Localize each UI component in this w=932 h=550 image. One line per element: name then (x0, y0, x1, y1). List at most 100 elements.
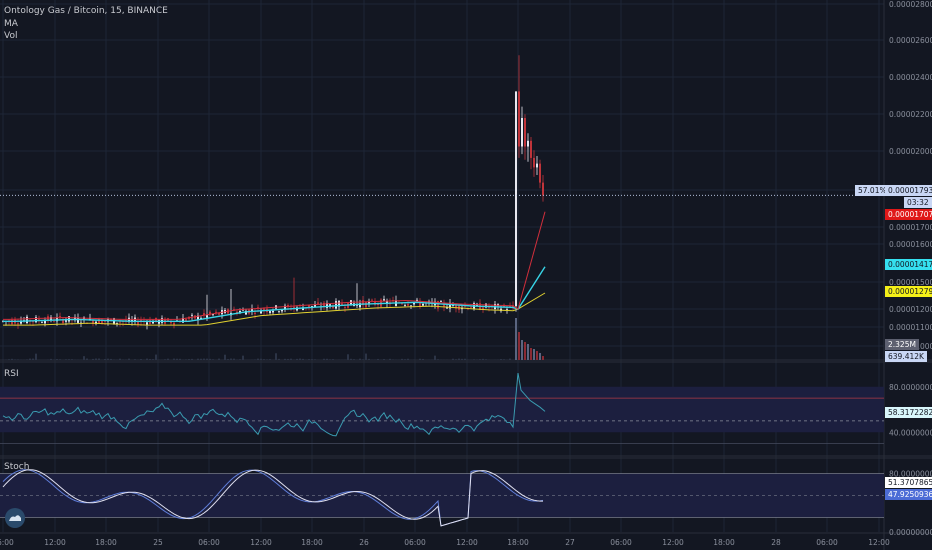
volume-bar (233, 358, 235, 360)
volume-bar (401, 358, 403, 360)
volume-bar (530, 348, 532, 360)
rsi-band (0, 386, 884, 433)
stoch-title[interactable]: Stoch (4, 462, 30, 472)
candle-body (218, 312, 220, 315)
candle-body (74, 317, 76, 321)
volume-bar (455, 359, 457, 360)
candle-body (440, 301, 442, 303)
candle-body (482, 307, 484, 310)
candle-body (518, 91, 520, 147)
volume-bar (308, 359, 310, 360)
price-tick-label: 0.00001500 (889, 278, 932, 287)
candle-body (137, 321, 139, 325)
candle-body (62, 319, 64, 324)
candle-body (200, 317, 202, 319)
volume-bar (206, 358, 208, 360)
time-tick-label: 06:00 (404, 538, 426, 547)
volume-bar (239, 359, 241, 360)
candle-body (488, 307, 490, 308)
tradingview-logo-icon[interactable] (5, 508, 25, 528)
candle-body (404, 305, 406, 306)
candle-body (146, 322, 148, 325)
candle-body (47, 316, 49, 322)
rsi-plot[interactable] (0, 373, 884, 445)
volume-bar (92, 358, 94, 360)
candle-body (272, 310, 274, 313)
candle-body (326, 303, 328, 308)
candle-body (536, 163, 538, 168)
volume-bar (95, 358, 97, 360)
volume-bar (461, 358, 463, 360)
candle-body (92, 320, 94, 324)
candle-body (422, 303, 424, 306)
volume-bar (383, 359, 385, 360)
volume-bar (350, 358, 352, 360)
candle-body (506, 309, 508, 311)
volume-bar (296, 358, 298, 360)
candle-body (245, 310, 247, 315)
ma-legend[interactable]: MA (4, 19, 18, 29)
volume-bar (83, 356, 85, 360)
volume-bar (365, 353, 367, 360)
candle-body (170, 321, 172, 324)
candle-body (359, 303, 361, 308)
volume-bar (299, 358, 301, 360)
volume-bar (389, 358, 391, 360)
volume-bar (500, 359, 502, 360)
stoch-k-label: 51.37078652 (885, 477, 932, 488)
volume-bar (17, 359, 19, 360)
time-axis[interactable]: 06:00 12:00 18:00 25 06:00 12:00 18:00 26 06:00 1… (0, 538, 890, 547)
volume-bar (71, 359, 73, 360)
volume-bar (536, 351, 538, 360)
volume-bar (50, 358, 52, 360)
candle-body (311, 306, 313, 307)
volume-bar (152, 359, 154, 360)
candle-body (449, 302, 451, 309)
candle-body (257, 307, 259, 309)
rsi-tick-label: 80.00000000 (889, 383, 932, 392)
volume-bar (98, 358, 100, 360)
stoch-d-line (2, 469, 543, 527)
time-tick-label: 18:00 (507, 538, 529, 547)
volume-bar (119, 358, 121, 360)
candle-body (458, 304, 460, 310)
volume-bar (323, 358, 325, 360)
volume-bar (167, 358, 169, 360)
candle-body (11, 319, 13, 325)
volume-bar (59, 359, 61, 360)
volume-bar (434, 355, 436, 360)
volume-bar (290, 358, 292, 360)
stoch-d-label: 47.92509363 (885, 489, 932, 500)
candle-body (281, 309, 283, 312)
price-tick-label: 0.00002000 (889, 147, 932, 156)
volume-bar (404, 359, 406, 360)
candle-body (308, 304, 310, 308)
volume-bar (533, 349, 535, 360)
volume-bar (311, 359, 313, 360)
volume-bar (218, 358, 220, 360)
stoch-plot[interactable] (0, 469, 884, 527)
price-plot[interactable] (0, 55, 884, 360)
volume-label-b: 639.412K (885, 351, 927, 362)
candle-body (530, 140, 532, 158)
candle-body (185, 319, 187, 321)
candle-body (278, 311, 280, 313)
candle-body (527, 140, 529, 147)
time-tick-label: 06:00 (198, 538, 220, 547)
volume-bar (326, 358, 328, 360)
candle-body (446, 307, 448, 309)
volume-bar (329, 359, 331, 360)
volume-bar (407, 358, 409, 360)
price-tick-label: 0.00001200 (889, 305, 932, 314)
volume-bar (458, 358, 460, 360)
candle-body (437, 301, 439, 309)
candle-body (197, 315, 199, 321)
time-tick-label: 18:00 (713, 538, 735, 547)
candle-body (20, 321, 22, 324)
volume-bar (509, 358, 511, 360)
vol-legend[interactable]: Vol (4, 31, 18, 41)
candle-body (98, 318, 100, 324)
rsi-title[interactable]: RSI (4, 369, 19, 379)
